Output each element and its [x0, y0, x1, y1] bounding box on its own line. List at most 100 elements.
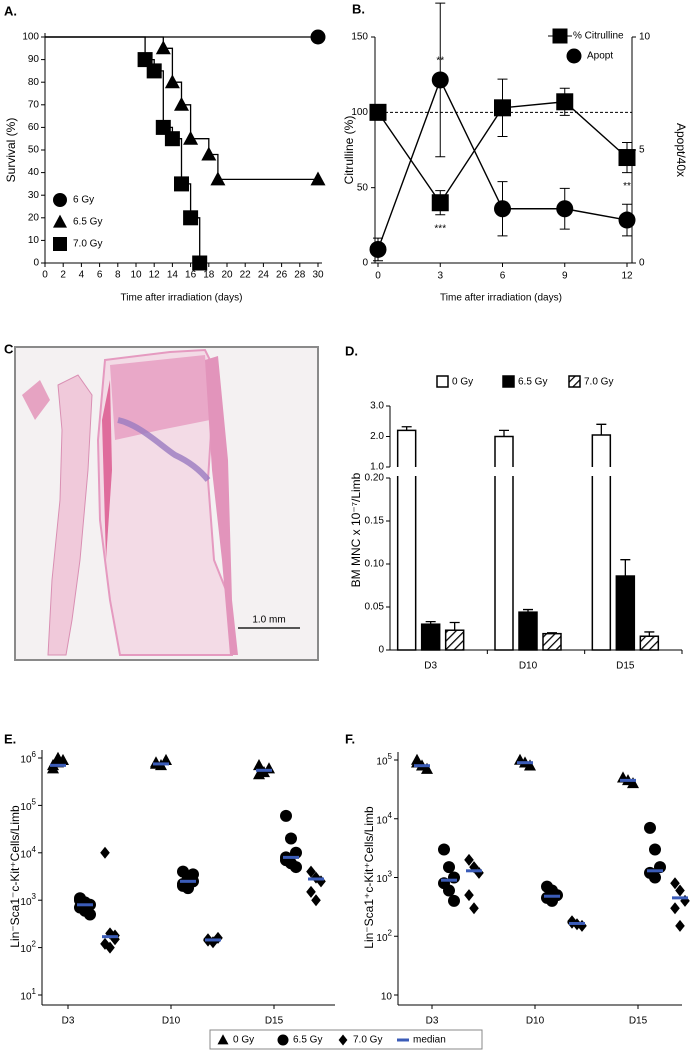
y-axis-label: Survival (%) [4, 118, 18, 183]
data-point [369, 103, 387, 121]
tick-label: 6 [500, 271, 506, 282]
legend-swatch [568, 375, 581, 388]
tick-label: 103 [376, 870, 392, 886]
tick-label: 70 [28, 99, 40, 110]
data-point [310, 29, 326, 45]
tick-label: 9 [562, 271, 568, 282]
tick-label: 14 [167, 270, 179, 281]
tick-label: 6 [97, 270, 103, 281]
data-point [469, 902, 479, 915]
data-point [100, 846, 110, 859]
legend-swatch [502, 375, 515, 388]
panel-label: F. [345, 731, 355, 746]
tick-label: 0 [378, 645, 384, 656]
tick-label: 0.20 [365, 473, 385, 484]
data-point [670, 877, 680, 890]
tick-label: 103 [20, 892, 36, 908]
y-axis-label: Lin⁻Sca1⁺c-Kit⁺Cells/Limb [362, 806, 376, 949]
tick-label: 105 [376, 752, 392, 768]
annotation: *** [434, 223, 446, 234]
annotation: ** [623, 181, 631, 192]
y2-axis-label: Apopt/40x [674, 123, 688, 177]
tick-label: 0.10 [365, 559, 385, 570]
tick-label: 101 [20, 987, 36, 1003]
tick-label: 20 [28, 212, 40, 223]
data-point [421, 762, 433, 774]
legend-marker [217, 1034, 229, 1045]
bar [591, 434, 612, 467]
tick-label: 30 [312, 270, 324, 281]
bar [639, 635, 660, 651]
tick-label: 40 [28, 167, 40, 178]
tick-label: 18 [203, 270, 215, 281]
y-axis-label: Citrulline (%) [342, 116, 356, 185]
data-point [290, 861, 302, 874]
tick-exponent: 5 [388, 752, 393, 761]
tick-label: 10 [130, 270, 142, 281]
data-point [443, 884, 455, 897]
x-tick-label: D15 [265, 1016, 284, 1027]
x-tick-label: D10 [519, 661, 538, 672]
legend-swatch [436, 375, 449, 388]
data-point [183, 130, 199, 145]
x-tick-label: D10 [162, 1016, 181, 1027]
data-point [174, 96, 189, 111]
tick-label: 104 [376, 811, 392, 827]
tick-label: 106 [20, 750, 36, 766]
tick-label: 12 [621, 271, 633, 282]
data-point [675, 884, 685, 897]
legend-marker [338, 1034, 348, 1046]
error-bar [449, 621, 460, 631]
data-point [670, 902, 680, 915]
bar-lower-part [494, 476, 514, 651]
error-bar [425, 620, 436, 625]
data-point [253, 768, 265, 780]
tick-label: 28 [294, 270, 306, 281]
data-point [464, 889, 474, 902]
tick-label: 26 [276, 270, 288, 281]
bar-lower-part [396, 476, 417, 651]
data-point [210, 171, 226, 186]
data-point [369, 240, 387, 258]
tick-label: 8 [115, 270, 121, 281]
data-point [618, 149, 636, 167]
data-point [47, 762, 59, 774]
legend-label: 7.0 Gy [353, 1035, 382, 1046]
data-point [494, 99, 511, 117]
bar [444, 629, 465, 651]
tick-label: 10 [639, 32, 651, 43]
legend-label: 6 Gy [73, 195, 94, 206]
tick-label: 4 [79, 270, 85, 281]
data-point [177, 877, 189, 890]
error-bar [499, 429, 509, 437]
data-point [280, 809, 292, 822]
x-tick-label: D3 [424, 661, 437, 672]
data-point [290, 846, 302, 859]
legend-label: 6.5 Gy [518, 377, 547, 388]
legend-marker [552, 28, 568, 44]
legend-label: median [413, 1035, 446, 1046]
legend-marker [53, 193, 67, 207]
data-point [556, 93, 574, 111]
data-point [556, 200, 574, 218]
x-tick-label: D15 [629, 1016, 648, 1027]
data-point [201, 146, 217, 161]
legend-marker [277, 1034, 289, 1046]
tick-label: 60 [28, 122, 40, 133]
data-point [411, 753, 423, 765]
data-point [546, 894, 558, 907]
x-tick-label: D15 [616, 661, 635, 672]
bar [494, 435, 514, 467]
tick-label: 50 [357, 182, 369, 193]
tick-label: 10 [28, 235, 40, 246]
tick-label: 102 [376, 928, 392, 944]
tick-label: 3 [437, 271, 443, 282]
tick-label: 102 [20, 940, 36, 956]
histology-image: 1.0 mm [14, 346, 319, 661]
scale-bar-label: 1.0 mm [252, 615, 285, 626]
legend-marker [566, 48, 582, 64]
data-point [52, 751, 64, 763]
data-point [627, 777, 639, 789]
tick-exponent: 3 [388, 870, 393, 879]
data-point [285, 832, 297, 845]
